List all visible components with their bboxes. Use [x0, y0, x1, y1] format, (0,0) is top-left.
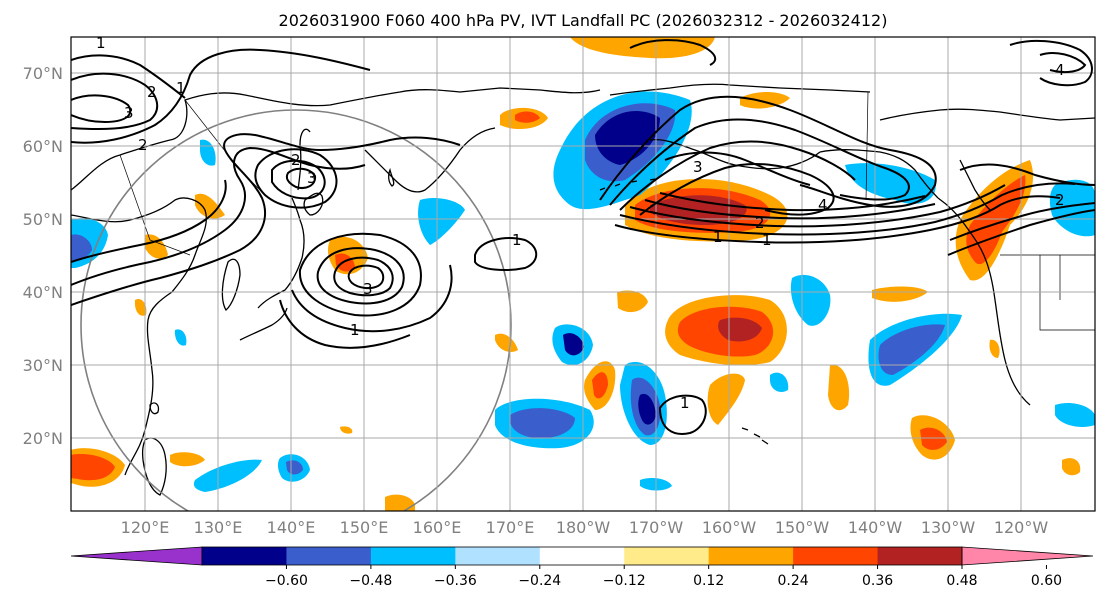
latitude-labels: 70°N 60°N 50°N 40°N 30°N 20°N — [23, 64, 63, 448]
lon-label: 130°E — [194, 518, 243, 537]
coastlines — [71, 83, 1095, 496]
contour-label: 2 — [755, 214, 765, 232]
longitude-labels: 120°E 130°E 140°E 150°E 160°E 170°E 180°… — [121, 518, 1049, 537]
contour-label: 1 — [176, 79, 186, 97]
colorbar-swatch — [877, 547, 963, 565]
lat-label: 70°N — [23, 64, 63, 83]
lon-label: 160°W — [702, 518, 757, 537]
colorbar-tick-label: −0.24 — [518, 573, 561, 589]
colorbar-tick-label: 0.24 — [778, 573, 809, 589]
map-frame — [70, 36, 1096, 512]
contour-label: 1 — [512, 231, 522, 249]
colorbar-swatch — [370, 547, 456, 565]
lon-label: 180°W — [556, 518, 611, 537]
colorbar-extend-low — [70, 546, 203, 566]
colorbar-tick-label: −0.36 — [434, 573, 477, 589]
lon-label: 120°E — [121, 518, 170, 537]
map-panel: 1 2 3 4 1 2 3 2 3 1 1 3 4 2 1 1 2 1 — [71, 34, 1095, 511]
pv-contours — [71, 39, 1095, 435]
radius-circle — [80, 109, 512, 511]
colorbar-swatch — [793, 547, 879, 565]
colorbar-tick-label: 0.12 — [693, 573, 724, 589]
contour-label: 2 — [1055, 191, 1065, 209]
colorbar-tick-label: 0.48 — [946, 573, 977, 589]
contour-label: 3 — [307, 169, 317, 187]
contour-label: 2 — [147, 83, 157, 101]
map-gridlines — [71, 37, 1095, 511]
lat-label: 60°N — [23, 137, 63, 156]
contour-label: 1 — [680, 394, 690, 412]
pv-contour-labels: 1 2 3 4 1 2 3 2 3 1 1 3 4 2 1 1 2 1 — [96, 34, 1065, 412]
contour-label: 2 — [138, 136, 148, 154]
lon-label: 160°E — [413, 518, 462, 537]
contour-label: 2 — [291, 151, 301, 169]
colorbar-tick-label: −0.48 — [349, 573, 392, 589]
lon-label: 130°W — [921, 518, 976, 537]
lat-label: 20°N — [23, 429, 63, 448]
lat-label: 50°N — [23, 210, 63, 229]
colorbar-swatch — [624, 547, 710, 565]
colorbar-swatch — [455, 547, 541, 565]
colorbar-tick-label: 0.60 — [1031, 573, 1062, 589]
lon-label: 120°W — [994, 518, 1049, 537]
colorbar-frame — [201, 546, 963, 566]
lat-label: 40°N — [23, 283, 63, 302]
colorbar-swatch — [202, 547, 287, 565]
lon-label: 150°W — [775, 518, 830, 537]
contour-label: 3 — [363, 280, 373, 298]
lon-label: 170°W — [629, 518, 684, 537]
colorbar-tick-label: −0.60 — [265, 573, 308, 589]
contour-label: 4 — [818, 196, 828, 214]
colorbar-tick-label: −0.12 — [603, 573, 646, 589]
lon-label: 140°W — [848, 518, 903, 537]
lon-label: 150°E — [340, 518, 389, 537]
lon-label: 140°E — [267, 518, 316, 537]
colorbar-swatch — [286, 547, 372, 565]
contour-label: 1 — [762, 231, 772, 249]
contour-label: 4 — [1055, 61, 1065, 79]
colorbar-extend-high — [961, 546, 1094, 566]
contour-label: 3 — [124, 104, 134, 122]
contour-label: 1 — [713, 228, 723, 246]
lon-label: 170°E — [486, 518, 535, 537]
colorbar-swatch — [539, 547, 625, 565]
contour-label: 1 — [96, 34, 106, 52]
contour-label: 3 — [693, 158, 703, 176]
contour-label: 1 — [350, 321, 360, 339]
lat-label: 30°N — [23, 356, 63, 375]
figure-title: 2026031900 F060 400 hPa PV, IVT Landfall… — [279, 11, 888, 30]
colorbar: −0.60 −0.48 −0.36 −0.24 −0.12 0.12 0.24 0.36 0.4… — [70, 546, 1094, 589]
colorbar-tick-label: 0.36 — [862, 573, 893, 589]
colorbar-swatch — [708, 547, 794, 565]
